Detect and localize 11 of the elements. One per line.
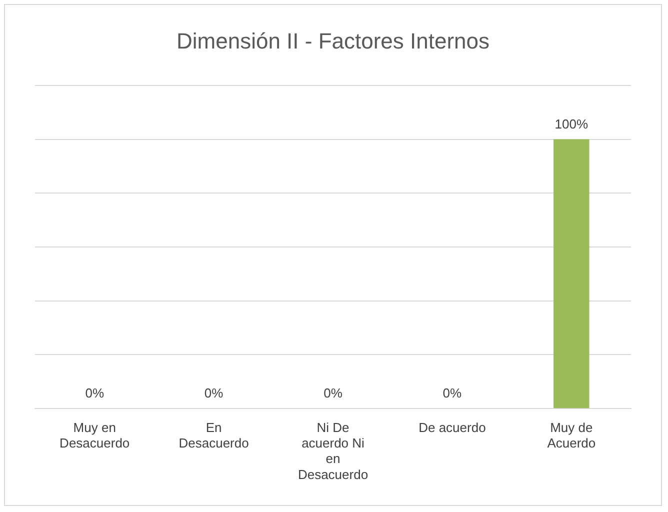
x-tick-label: Muy en Desacuerdo xyxy=(60,420,130,451)
data-label: 0% xyxy=(85,386,104,401)
data-label: 100% xyxy=(554,116,588,132)
x-tick-label: En Desacuerdo xyxy=(178,420,249,451)
x-tick-label: Ni De acuerdo Ni en Desacuerdo xyxy=(298,420,368,482)
data-label: 0% xyxy=(324,386,343,401)
data-label: 0% xyxy=(442,386,462,401)
x-tick-label: De acuerdo xyxy=(418,420,486,435)
chart-title: Dimensión II - Factores Internos xyxy=(176,28,490,54)
data-label: 0% xyxy=(204,386,224,401)
x-tick-label: Muy de Acuerdo xyxy=(547,420,596,451)
